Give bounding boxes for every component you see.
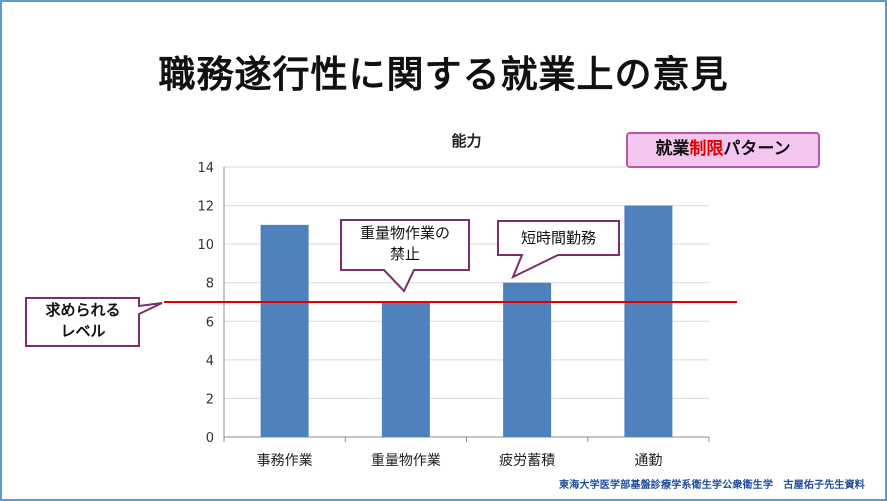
bar-2 <box>381 302 430 437</box>
badge-highlight: 制限 <box>689 139 724 159</box>
bar-1 <box>260 224 309 437</box>
badge-prefix: 就業 <box>655 139 690 159</box>
required-level-callout: 求められる レベル <box>45 301 121 340</box>
y-tick-label: 6 <box>206 315 214 330</box>
badge-suffix: パターン <box>723 139 791 159</box>
short-time-callout: 短時間勤務 <box>520 229 596 247</box>
restriction-pattern-badge: 就業制限パターン <box>626 132 820 168</box>
bar-3 <box>503 282 552 437</box>
slide-title: 職務遂行性に関する就業上の意見 <box>158 53 729 96</box>
y-tick-label: 2 <box>206 392 214 407</box>
heavy-work-callout: 重量物作業の 禁止 <box>359 224 450 263</box>
chart-title: 能力 <box>451 132 481 150</box>
x-tick-label: 疲労蓄積 <box>499 452 555 469</box>
x-tick-label: 通勤 <box>634 453 662 469</box>
required-level-callout-shape <box>25 297 163 347</box>
bar-4 <box>624 205 673 437</box>
y-tick-label: 4 <box>206 354 214 369</box>
x-tick-label: 事務作業 <box>257 453 313 469</box>
y-tick-label: 10 <box>197 238 214 253</box>
y-tick-label: 0 <box>206 431 214 446</box>
heavy-work-callout-shape <box>340 219 470 293</box>
short-time-callout-shape <box>497 220 620 280</box>
footer-credit: 東海大学医学部基盤診療学系衛生学公衆衛生学 古屋佑子先生資料 <box>559 480 865 491</box>
y-tick-label: 14 <box>197 161 214 176</box>
y-tick-label: 12 <box>197 200 214 215</box>
y-tick-label: 8 <box>206 277 214 292</box>
x-tick-label: 重量物作業 <box>371 453 441 469</box>
